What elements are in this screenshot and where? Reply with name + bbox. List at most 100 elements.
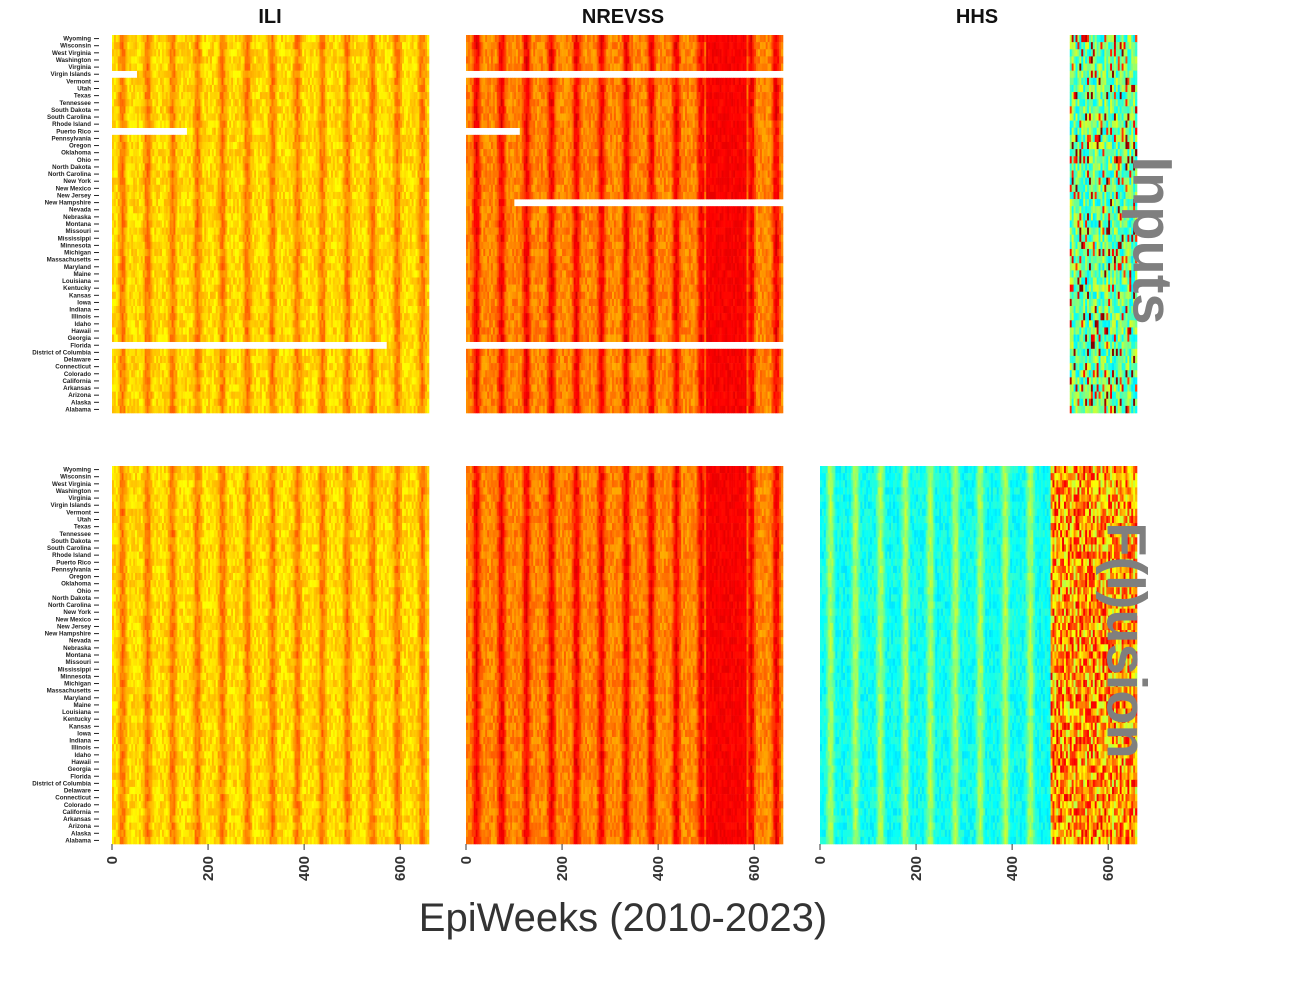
heat-cell xyxy=(204,42,206,49)
heat-cell xyxy=(222,106,224,113)
heat-cell xyxy=(164,149,166,156)
heat-cell xyxy=(318,42,320,49)
heat-cell xyxy=(233,113,235,120)
heat-cell xyxy=(149,78,151,85)
heat-cell xyxy=(275,99,277,106)
heat-cell xyxy=(162,156,164,163)
heat-cell xyxy=(335,178,337,185)
heat-cell xyxy=(150,113,152,120)
heat-cell xyxy=(416,85,418,92)
heat-cell xyxy=(164,71,166,78)
heat-cell xyxy=(314,149,316,156)
heat-cell xyxy=(419,163,421,170)
heat-cell xyxy=(325,106,327,113)
heat-cell xyxy=(191,163,193,170)
heat-cell xyxy=(195,163,197,170)
heat-cell xyxy=(212,71,214,78)
heat-cell xyxy=(189,135,191,142)
heat-cell xyxy=(166,149,168,156)
heat-cell xyxy=(289,163,291,170)
heat-cell xyxy=(193,163,195,170)
heat-cell xyxy=(175,106,177,113)
heat-cell xyxy=(423,85,425,92)
heat-cell xyxy=(416,135,418,142)
heat-cell xyxy=(223,121,225,128)
heat-cell xyxy=(308,178,310,185)
heat-cell xyxy=(237,178,239,185)
heat-cell xyxy=(260,85,262,92)
heat-cell xyxy=(416,128,418,135)
heat-cell xyxy=(308,106,310,113)
heat-cell xyxy=(271,171,273,178)
heat-cell xyxy=(381,35,383,42)
heat-cell xyxy=(170,85,172,92)
heat-cell xyxy=(368,185,370,192)
heat-cell xyxy=(206,78,208,85)
heat-cell xyxy=(295,106,297,113)
heat-cell xyxy=(154,192,156,199)
heat-cell xyxy=(371,49,373,56)
heat-cell xyxy=(302,99,304,106)
heat-cell xyxy=(198,78,200,85)
heat-cell xyxy=(289,171,291,178)
heat-cell xyxy=(421,49,423,56)
heat-cell xyxy=(310,71,312,78)
heat-cell xyxy=(325,99,327,106)
heat-cell xyxy=(233,121,235,128)
heat-cell xyxy=(206,92,208,99)
heat-cell xyxy=(158,142,160,149)
heat-cell xyxy=(364,142,366,149)
heat-cell xyxy=(125,56,127,63)
heat-cell xyxy=(393,85,395,92)
heat-cell xyxy=(406,156,408,163)
heat-cell xyxy=(308,35,310,42)
heat-cell xyxy=(129,42,131,49)
heat-cell xyxy=(241,135,243,142)
heat-cell xyxy=(352,64,354,71)
heat-cell xyxy=(225,178,227,185)
heat-cell xyxy=(197,192,199,199)
heat-cell xyxy=(210,92,212,99)
heat-cell xyxy=(281,192,283,199)
heat-cell xyxy=(175,92,177,99)
heat-cell xyxy=(298,171,300,178)
heat-cell xyxy=(348,42,350,49)
heat-cell xyxy=(125,171,127,178)
heat-cell xyxy=(202,35,204,42)
heat-cell xyxy=(412,113,414,120)
heat-cell xyxy=(368,99,370,106)
heat-cell xyxy=(285,135,287,142)
heat-cell xyxy=(419,113,421,120)
heat-cell xyxy=(362,106,364,113)
heat-cell xyxy=(235,192,237,199)
heat-cell xyxy=(312,92,314,99)
heat-cell xyxy=(344,106,346,113)
heat-cell xyxy=(402,178,404,185)
heat-cell xyxy=(149,135,151,142)
heat-cell xyxy=(170,49,172,56)
heat-cell xyxy=(348,128,350,135)
heat-cell xyxy=(364,113,366,120)
heat-cell xyxy=(277,113,279,120)
heat-cell xyxy=(149,178,151,185)
heat-cell xyxy=(408,71,410,78)
heat-cell xyxy=(270,149,272,156)
heat-cell xyxy=(266,99,268,106)
heat-cell xyxy=(181,171,183,178)
heat-cell xyxy=(254,185,256,192)
heat-cell xyxy=(133,85,135,92)
heat-cell xyxy=(333,149,335,156)
heat-cell xyxy=(375,71,377,78)
heat-cell xyxy=(373,71,375,78)
heat-cell xyxy=(285,192,287,199)
heat-cell xyxy=(154,99,156,106)
heat-cell xyxy=(366,78,368,85)
heat-cell xyxy=(270,171,272,178)
heat-cell xyxy=(354,171,356,178)
heat-cell xyxy=(316,178,318,185)
heat-cell xyxy=(314,192,316,199)
heat-cell xyxy=(172,99,174,106)
heat-cell xyxy=(158,171,160,178)
heat-cell xyxy=(404,113,406,120)
heat-cell xyxy=(371,113,373,120)
